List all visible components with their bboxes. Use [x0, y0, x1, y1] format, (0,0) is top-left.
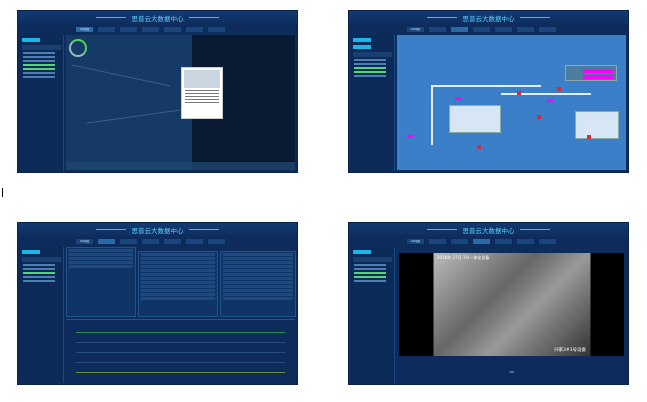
tab[interactable] [120, 27, 137, 32]
device-popup [181, 67, 223, 119]
video-device-label: 兴家3#3号设备 [554, 348, 586, 353]
tab[interactable] [539, 239, 556, 244]
camera-feed: 2018年 27日 3号一体化设备 兴家3#3号设备 [433, 253, 590, 356]
status-gauge [69, 39, 87, 57]
list-item[interactable] [354, 71, 386, 73]
tab-gis[interactable]: GIS地图 [407, 239, 424, 244]
header: 思普云大数据中心 [349, 223, 628, 238]
list-item[interactable] [354, 264, 386, 266]
tab[interactable] [495, 27, 512, 32]
list-item[interactable] [23, 280, 55, 282]
stray-mark [2, 188, 3, 197]
tab-gis[interactable]: GIS地图 [407, 27, 424, 32]
tab[interactable] [98, 239, 115, 244]
tab[interactable] [142, 239, 159, 244]
tab[interactable] [120, 239, 137, 244]
screenshot-gis-map: 思普云大数据中心 GIS地图 [17, 10, 298, 173]
analog-table [138, 251, 218, 317]
video-timestamp: 2018年 27日 3号一体化设备 [437, 255, 490, 260]
list-item[interactable] [23, 76, 55, 78]
list-item[interactable] [23, 56, 55, 58]
tab[interactable] [186, 27, 203, 32]
list-item[interactable] [23, 264, 55, 266]
trend-chart [66, 319, 295, 381]
search-input[interactable] [353, 257, 392, 262]
tab[interactable] [517, 239, 534, 244]
tab[interactable] [517, 27, 534, 32]
tab[interactable] [164, 27, 181, 32]
tab-gis[interactable]: GIS地图 [76, 27, 93, 32]
header: 思普云大数据中心 [349, 11, 628, 26]
video-player[interactable]: 2018年 27日 3号一体化设备 兴家3#3号设备 [399, 253, 624, 356]
tab[interactable] [98, 27, 115, 32]
list-item[interactable] [23, 268, 55, 270]
app-title: 思普云大数据中心 [427, 227, 550, 235]
nav-bar: GIS地图 [407, 239, 556, 244]
header: 思普云大数据中心 [18, 223, 297, 238]
list-item[interactable] [23, 68, 55, 70]
sidebar-tab[interactable] [22, 38, 40, 42]
process-diagram [397, 35, 626, 170]
nav-bar: GIS地图 [76, 27, 225, 32]
tab[interactable] [473, 27, 490, 32]
digital-table [220, 251, 296, 317]
list-item[interactable] [354, 59, 386, 61]
tab[interactable] [451, 239, 468, 244]
list-item[interactable] [354, 63, 386, 65]
list-item[interactable] [23, 52, 55, 54]
app-title: 思普云大数据中心 [96, 227, 219, 235]
header: 思普云大数据中心 [18, 11, 297, 26]
nav-bar: GIS地图 [407, 27, 556, 32]
list-item[interactable] [354, 280, 386, 282]
list-item[interactable] [23, 272, 55, 274]
list-item[interactable] [23, 64, 55, 66]
device-sidebar [20, 35, 64, 171]
tab[interactable] [495, 239, 512, 244]
search-input[interactable] [353, 52, 392, 57]
screenshot-realtime-monitor: 思普云大数据中心 GIS地图 [17, 222, 298, 385]
nav-bar: GIS地图 [76, 239, 225, 244]
tab[interactable] [164, 239, 181, 244]
device-info [66, 247, 136, 317]
tab[interactable] [539, 27, 556, 32]
tab[interactable] [473, 239, 490, 244]
tab[interactable] [208, 239, 225, 244]
pager[interactable]: 1/2 [509, 370, 514, 374]
screenshot-process-diagram: 思普云大数据中心 GIS地图 [348, 10, 629, 173]
sidebar-tab[interactable] [22, 250, 40, 254]
app-title: 思普云大数据中心 [96, 15, 219, 23]
monitor-content [66, 247, 296, 382]
map[interactable] [66, 35, 295, 170]
list-item[interactable] [23, 60, 55, 62]
device-sidebar [20, 247, 64, 383]
app-title: 思普云大数据中心 [427, 15, 550, 23]
sidebar-tab[interactable] [353, 250, 371, 254]
list-item[interactable] [354, 268, 386, 270]
search-input[interactable] [22, 45, 61, 50]
tab[interactable] [208, 27, 225, 32]
tab[interactable] [186, 239, 203, 244]
reactor-tank [449, 105, 501, 133]
sidebar-tab[interactable] [353, 38, 371, 42]
list-item[interactable] [354, 75, 386, 77]
clear-water-tank [575, 111, 619, 139]
tab-gis[interactable]: GIS地图 [76, 239, 93, 244]
tab[interactable] [451, 27, 468, 32]
search-input[interactable] [22, 257, 61, 262]
alarm-log [66, 162, 295, 170]
device-sidebar [351, 35, 395, 171]
tab[interactable] [142, 27, 159, 32]
list-item[interactable] [354, 272, 386, 274]
tab[interactable] [429, 239, 446, 244]
sidebar-tab[interactable] [353, 45, 371, 49]
device-sidebar [351, 247, 395, 383]
list-item[interactable] [23, 72, 55, 74]
list-item[interactable] [354, 67, 386, 69]
screenshot-video: 思普云大数据中心 GIS地图 2018年 27日 3号一体化设备 兴家3#3号设… [348, 222, 629, 385]
video-content: 2018年 27日 3号一体化设备 兴家3#3号设备 1/2 [397, 247, 626, 382]
tab[interactable] [429, 27, 446, 32]
list-item[interactable] [23, 276, 55, 278]
list-item[interactable] [354, 276, 386, 278]
